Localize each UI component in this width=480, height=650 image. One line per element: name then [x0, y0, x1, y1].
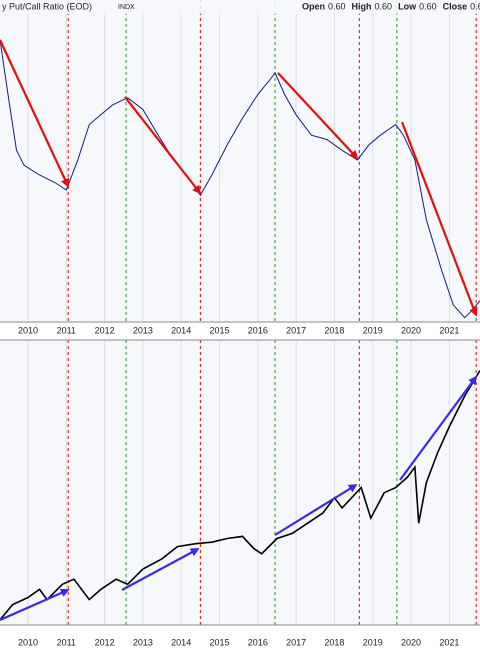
trend-arrows — [0, 39, 478, 622]
arrow — [0, 39, 70, 188]
x-tick-label: 2018 — [324, 637, 344, 647]
x-tick-label: 2014 — [171, 325, 191, 335]
x-tick-label: 2013 — [133, 325, 153, 335]
x-tick-label: 2021 — [439, 325, 459, 335]
x-tick-label: 2016 — [248, 325, 268, 335]
arrow — [277, 72, 359, 160]
header-label: Close — [443, 1, 468, 11]
series-line — [0, 370, 480, 621]
panel-top — [0, 0, 480, 322]
header-value: 0.60 — [328, 1, 346, 11]
x-tick-label: 2011 — [57, 637, 76, 647]
x-tick-label: 2015 — [209, 637, 229, 647]
chart-subtitle: INDX — [118, 4, 135, 11]
series-line — [0, 39, 480, 319]
x-tick-label: 2017 — [286, 637, 306, 647]
x-tick-label: 2010 — [18, 637, 38, 647]
x-tick-label: 2010 — [18, 325, 38, 335]
x-tick-label: 2019 — [363, 325, 383, 335]
arrow — [399, 375, 478, 481]
arrow — [124, 96, 202, 195]
x-tick-label: 2013 — [133, 637, 153, 647]
x-tick-label: 2017 — [286, 325, 306, 335]
chart-title: y Put/Call Ratio (EOD) — [2, 1, 92, 11]
x-tick-label: 2016 — [248, 637, 268, 647]
x-tick-label: 2012 — [95, 325, 115, 335]
header-label: Low — [398, 1, 417, 11]
x-tick-label: 2020 — [401, 637, 421, 647]
header-value: 0.60 — [419, 1, 437, 11]
x-tick-label: 2019 — [363, 637, 383, 647]
arrow — [274, 484, 358, 536]
x-tick-label: 2011 — [57, 325, 76, 335]
header-label: High — [352, 1, 372, 11]
header-value: 0.60 — [375, 1, 393, 11]
arrow — [400, 121, 478, 317]
header-label: Open — [302, 1, 325, 11]
x-tick-label: 2021 — [439, 637, 459, 647]
header-value: 0.6 — [470, 1, 480, 11]
arrow — [121, 548, 200, 591]
x-tick-label: 2018 — [324, 325, 344, 335]
panel-bottom — [0, 340, 480, 625]
x-tick-label: 2014 — [171, 637, 191, 647]
header-bar — [0, 0, 480, 14]
x-tick-label: 2012 — [95, 637, 115, 647]
x-tick-label: 2015 — [209, 325, 229, 335]
arrow — [0, 588, 70, 622]
x-tick-label: 2020 — [401, 325, 421, 335]
